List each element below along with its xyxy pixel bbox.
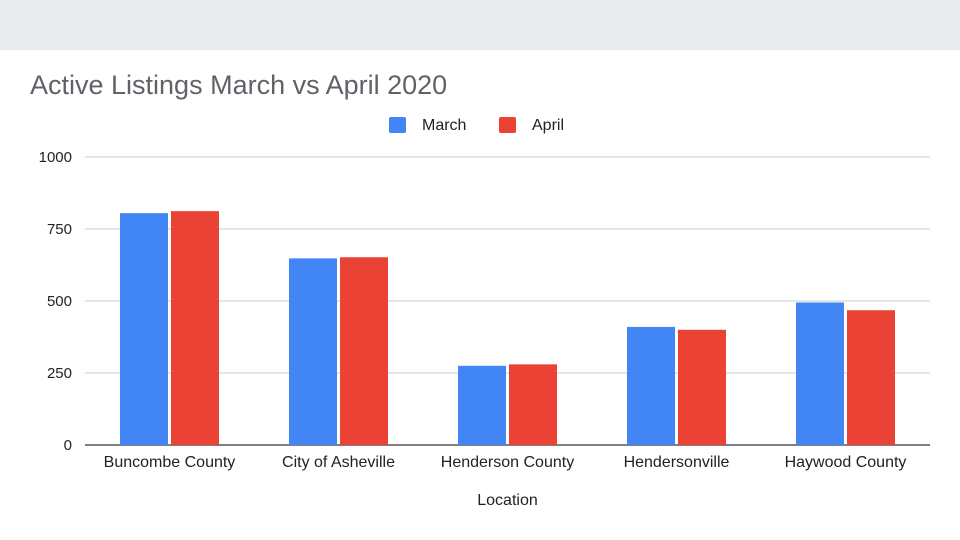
bar-march-1 bbox=[289, 258, 337, 445]
bars bbox=[120, 211, 895, 445]
bar-march-4 bbox=[796, 302, 844, 445]
top-bar bbox=[0, 0, 960, 50]
x-axis-title: Location bbox=[477, 492, 538, 509]
legend-swatch-march bbox=[389, 117, 406, 133]
legend-swatch-april bbox=[499, 117, 516, 133]
chart-title: Active Listings March vs April 2020 bbox=[30, 70, 448, 100]
legend-label-april: April bbox=[532, 117, 564, 134]
x-tick-label: Hendersonville bbox=[624, 454, 730, 471]
bar-april-2 bbox=[509, 364, 557, 445]
bar-march-3 bbox=[627, 326, 675, 445]
x-tick-label: Henderson County bbox=[441, 454, 574, 471]
y-tick-label: 1000 bbox=[39, 149, 72, 166]
bar-april-4 bbox=[847, 310, 895, 445]
legend: March April bbox=[389, 117, 564, 134]
x-tick-label: City of Asheville bbox=[282, 454, 395, 471]
x-tick-label: Buncombe County bbox=[104, 454, 236, 471]
axes: 0 250 500 750 1000 Buncombe County City of Ash… bbox=[39, 149, 907, 471]
gridlines bbox=[85, 156, 930, 446]
legend-label-march: March bbox=[422, 117, 466, 134]
x-tick-label: Haywood County bbox=[785, 454, 907, 471]
y-tick-label: 750 bbox=[47, 221, 72, 238]
y-tick-label: 250 bbox=[47, 365, 72, 382]
bar-april-3 bbox=[678, 329, 726, 445]
y-tick-label: 500 bbox=[47, 293, 72, 310]
bar-april-1 bbox=[340, 257, 388, 445]
bar-april-0 bbox=[171, 211, 219, 445]
bar-march-0 bbox=[120, 213, 168, 445]
y-tick-label: 0 bbox=[64, 437, 72, 454]
bar-march-2 bbox=[458, 365, 506, 445]
